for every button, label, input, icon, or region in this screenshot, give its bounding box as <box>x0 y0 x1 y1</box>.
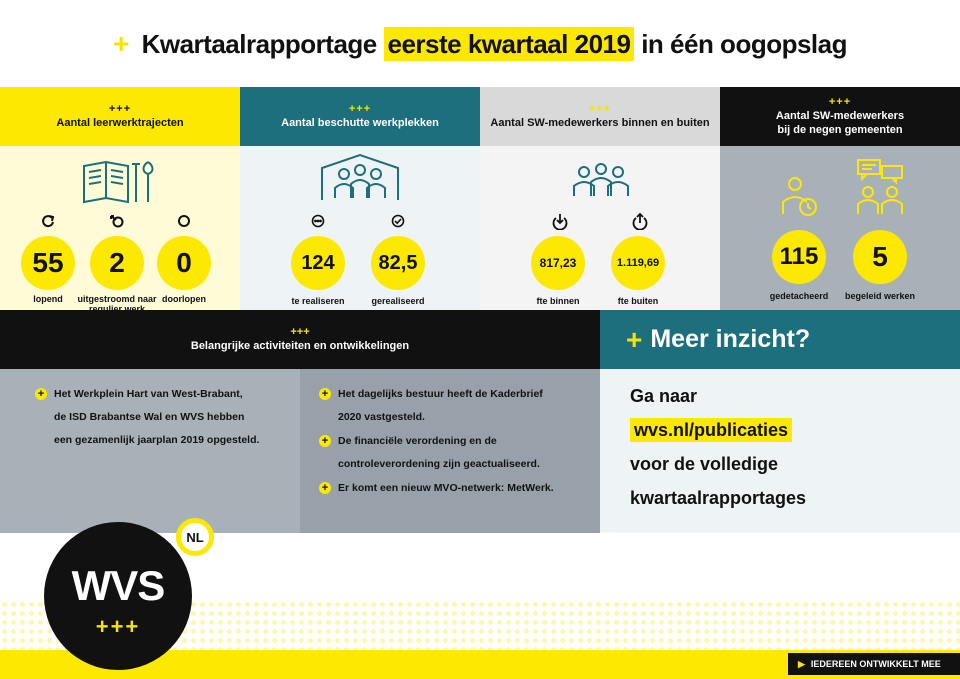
meer-line: Ga naar <box>630 386 698 406</box>
arrow-up-icon <box>632 212 648 230</box>
stat-uitgestroomd: 2 <box>90 236 144 290</box>
stat-label: gedetacheerd <box>769 291 829 301</box>
people-shelter-icon <box>321 153 399 200</box>
stat-gerealiseerd: 82,5 <box>371 236 425 290</box>
publicaties-link[interactable]: wvs.nl/publicaties <box>630 418 793 442</box>
stat-label: fte binnen <box>536 296 580 306</box>
plus-plus-plus: +++ <box>108 102 132 115</box>
panel-heading: Aantal SW-medewerkers binnen en buiten <box>490 116 710 129</box>
refresh-icon <box>42 215 55 228</box>
nl-badge: NL <box>176 518 214 556</box>
plus-bullet-icon: + <box>319 388 331 400</box>
activities-body: + Het Werkplein Hart van West-Brabant, d… <box>0 369 600 533</box>
exit-icon <box>110 215 124 228</box>
stat-doorlopen: 0 <box>157 236 211 290</box>
play-arrow-icon: ▶ <box>798 658 805 669</box>
page-title: + Kwartaalrapportage eerste kwartaal 201… <box>0 27 960 61</box>
meer-inzicht-body: Ga naar wvs.nl/publicaties voor de volle… <box>600 369 960 533</box>
panel-beschutte-werkplekken: +++ Aantal beschutte werkplekken 124 te … <box>240 87 480 310</box>
stat-te-realiseren: 124 <box>291 236 345 290</box>
people-chat-icon <box>857 159 903 214</box>
stat-label: te realiseren <box>291 296 345 306</box>
stat-fte-buiten: 1.119,69 <box>611 236 665 290</box>
stat-label: fte buiten <box>617 296 659 306</box>
panel-heading: Aantal leerwerktrajecten <box>56 116 184 129</box>
panel-sw-medewerkers: +++ Aantal SW-medewerkers binnen en buit… <box>480 87 720 310</box>
activity-item: + De financiële verordening en de contro… <box>319 430 540 476</box>
plus-bullet-icon: + <box>319 435 331 447</box>
plus-icon: + <box>112 28 129 59</box>
stat-fte-binnen: 817,23 <box>531 236 585 290</box>
ellipsis-icon <box>311 214 325 228</box>
meer-inzicht-header: + Meer inzicht? <box>600 310 960 369</box>
title-part2: in één oogopslag <box>641 29 847 59</box>
activity-item: + Het dagelijks bestuur heeft de Kaderbr… <box>319 383 543 429</box>
plus-plus-plus: +++ <box>290 326 310 338</box>
panel-leerwerktrajecten: +++ Aantal leerwerktrajecten 55 lopend 2… <box>0 87 240 314</box>
stat-gedetacheerd: 115 <box>772 230 826 284</box>
plus-bullet-icon: + <box>319 482 331 494</box>
stat-begeleid-werken: 5 <box>853 230 907 284</box>
person-clock-icon <box>782 177 817 216</box>
meer-line: voor de volledige <box>630 454 779 474</box>
meer-heading: Meer inzicht? <box>650 325 811 353</box>
panel-heading: Aantal beschutte werkplekken <box>281 116 439 129</box>
plus-plus-plus: +++ <box>828 95 852 108</box>
circle-icon <box>178 215 190 227</box>
arrow-down-icon <box>552 214 568 230</box>
stat-lopend: 55 <box>21 236 75 290</box>
plus-plus-plus: +++ <box>348 102 372 115</box>
stat-label: doorlopen <box>162 294 206 304</box>
stat-label: begeleid werken <box>844 291 916 301</box>
panel-heading-line2: bij de negen gemeenten <box>777 123 903 136</box>
panel-heading-line1: Aantal SW-medewerkers <box>775 109 905 122</box>
meer-line: kwartaalrapportages <box>630 488 807 508</box>
title-part1: Kwartaalrapportage <box>141 29 378 59</box>
stat-label: uitgestroomd naar regulier werk <box>77 294 157 314</box>
stat-label: gerealiseerd <box>371 296 425 306</box>
stat-label: lopend <box>33 294 63 304</box>
book-tools-icon <box>83 160 154 204</box>
slogan-link[interactable]: ▶ IEDEREEN ONTWIKKELT MEE <box>788 653 960 675</box>
plus-plus-plus: +++ <box>588 102 612 115</box>
panel-gemeenten: +++ Aantal SW-medewerkers bij de negen g… <box>720 87 960 310</box>
activity-left: + Het Werkplein Hart van West-Brabant, d… <box>35 383 259 452</box>
plus-bullet-icon: + <box>35 388 47 400</box>
activity-item: + Er komt een nieuw MVO-netwerk: MetWerk… <box>319 477 554 500</box>
title-highlight: eerste kwartaal 2019 <box>383 27 635 61</box>
plus-icon: + <box>626 323 643 355</box>
wvs-logo: WVS +++ <box>44 522 192 670</box>
check-icon <box>391 214 405 228</box>
activities-heading: Belangrijke activiteiten en ontwikkeling… <box>190 340 410 352</box>
group-icon <box>573 163 629 196</box>
activities-header: +++ Belangrijke activiteiten en ontwikke… <box>0 310 600 369</box>
